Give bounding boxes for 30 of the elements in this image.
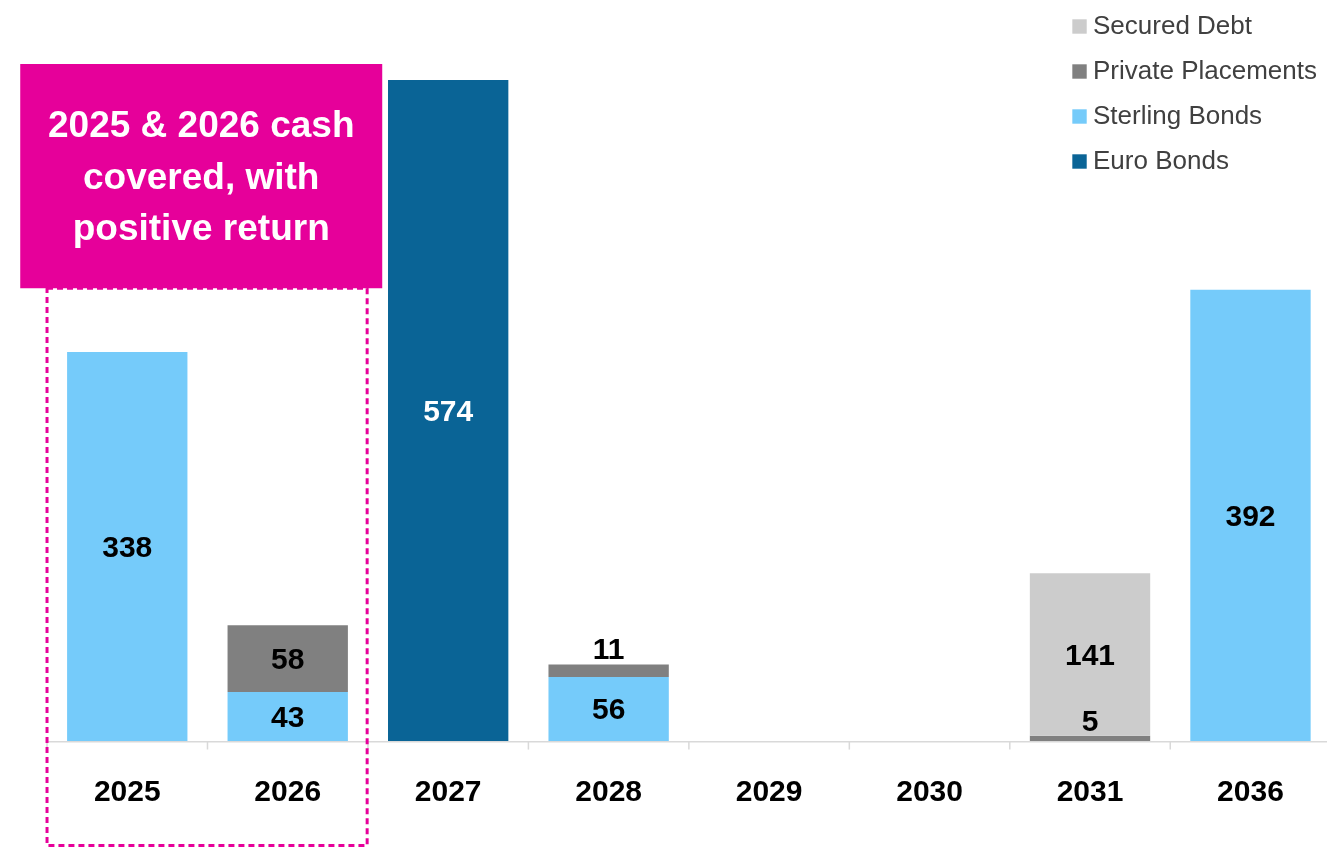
data-label: 56 xyxy=(591,692,626,726)
bar xyxy=(388,79,509,742)
x-tick-label: 2027 xyxy=(414,773,482,807)
data-label: 5 xyxy=(1081,703,1099,737)
bar xyxy=(548,677,669,742)
bar xyxy=(227,625,348,693)
annotation: 2025 & 2026 cash covered, with positive return xyxy=(47,104,355,249)
bar xyxy=(67,351,188,742)
x-tick-label: 2031 xyxy=(1056,773,1124,807)
bar xyxy=(1190,289,1311,742)
data-label: 574 xyxy=(423,393,474,427)
bar xyxy=(548,664,669,678)
bar xyxy=(227,692,348,742)
data-label: 11 xyxy=(592,632,625,666)
data-label: 58 xyxy=(271,641,305,675)
x-tick-label: 2029 xyxy=(735,773,803,807)
legend-label: Sterling Bonds xyxy=(1093,100,1263,131)
data-label: 43 xyxy=(271,699,305,733)
x-tick-label: 2026 xyxy=(254,773,322,807)
legend-label: Euro Bonds xyxy=(1093,145,1229,176)
data-label: 392 xyxy=(1225,498,1276,532)
x-tick-label: 2030 xyxy=(896,773,963,807)
x-tick-label: 2028 xyxy=(575,773,643,807)
x-tick-label: 2036 xyxy=(1217,773,1284,807)
legend-label: Secured Debt xyxy=(1093,10,1252,41)
legend-label: Private Placements xyxy=(1093,55,1317,86)
bar xyxy=(1029,573,1151,736)
data-label: 141 xyxy=(1064,637,1116,671)
data-label: 338 xyxy=(102,529,153,563)
x-tick-label: 2025 xyxy=(93,773,161,807)
